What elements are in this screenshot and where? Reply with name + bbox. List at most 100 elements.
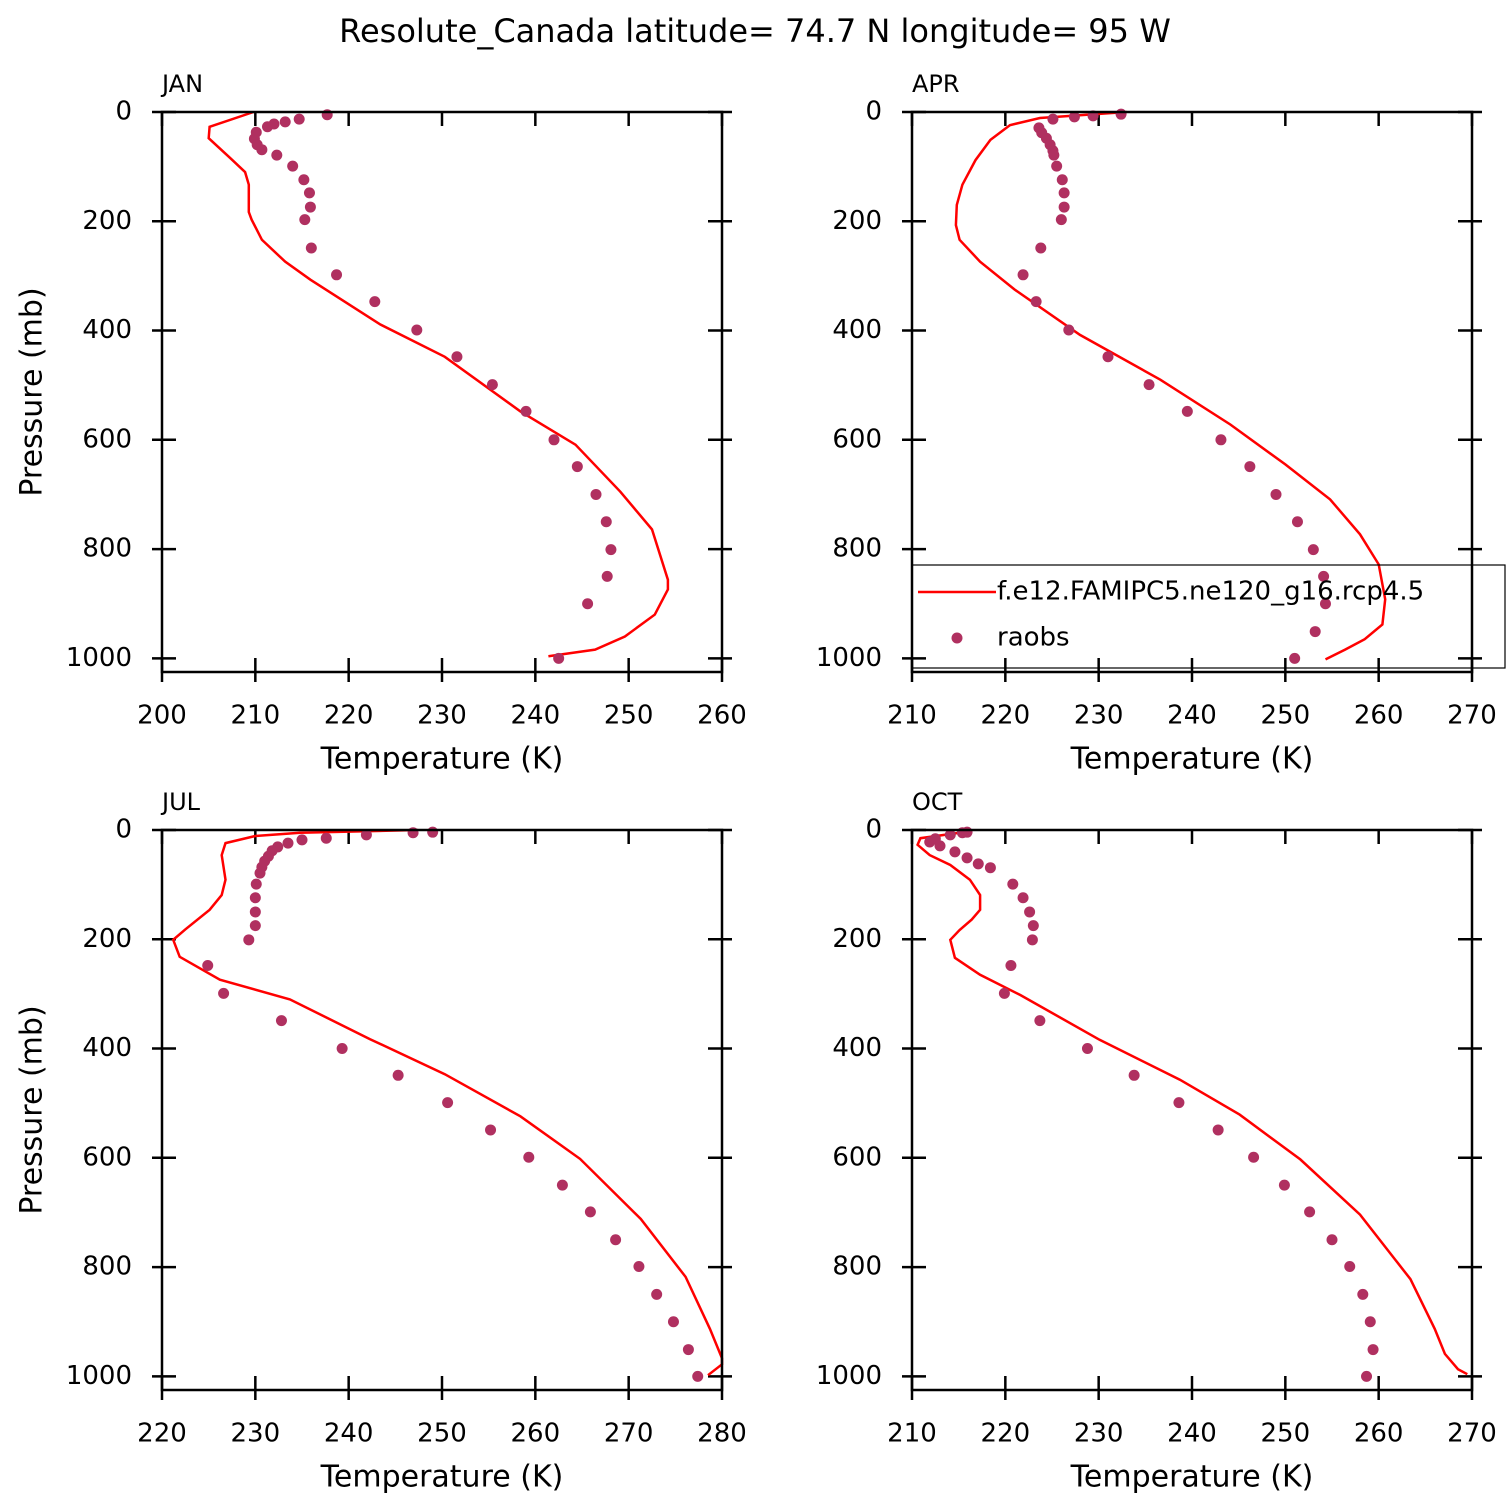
panel-title: JUL	[160, 788, 201, 816]
legend-label: f.e12.FAMIPC5.ne120_g16.rcp4.5	[997, 577, 1424, 607]
obs-point	[1034, 1015, 1046, 1027]
obs-point	[582, 598, 594, 610]
obs-point	[298, 174, 310, 186]
obs-point	[1017, 892, 1029, 904]
x-tick-label: 200	[137, 701, 187, 731]
panel-title: APR	[912, 70, 960, 98]
panel-title: OCT	[912, 788, 963, 816]
obs-point	[692, 1370, 704, 1382]
y-tick-label: 400	[832, 315, 882, 345]
x-tick-label: 260	[1354, 1419, 1404, 1449]
obs-point	[571, 461, 583, 473]
obs-point	[451, 351, 463, 363]
plot-frame	[160, 828, 724, 1392]
obs-point	[1143, 379, 1155, 391]
y-tick-label: 1000	[66, 1361, 132, 1391]
obs-point	[1270, 488, 1282, 500]
y-tick-label: 1000	[816, 643, 882, 673]
y-tick-label: 1000	[66, 643, 132, 673]
x-tick-label: 270	[1447, 701, 1497, 731]
y-tick-label: 800	[82, 534, 132, 564]
obs-point	[1357, 1288, 1369, 1300]
obs-point	[1291, 516, 1303, 528]
obs-point	[320, 832, 332, 844]
obs-point	[1319, 598, 1331, 610]
obs-point	[1248, 1151, 1260, 1163]
legend-label: raobs	[997, 623, 1070, 653]
plot-frame	[910, 828, 1474, 1392]
y-tick-label: 0	[865, 97, 882, 127]
y-tick-label: 600	[82, 424, 132, 454]
obs-point	[254, 867, 266, 879]
obs-point	[1051, 160, 1063, 172]
obs-point	[331, 269, 343, 281]
y-tick-label: 200	[832, 924, 882, 954]
x-tick-label: 240	[1167, 1419, 1217, 1449]
x-tick-label: 230	[231, 1419, 281, 1449]
obs-point	[485, 1124, 497, 1136]
obs-point	[944, 829, 956, 841]
x-tick-label: 210	[887, 701, 937, 731]
x-axis-label: Temperature (K)	[1070, 742, 1314, 777]
obs-point	[984, 862, 996, 874]
x-tick-label: 220	[981, 1419, 1031, 1449]
obs-point	[293, 113, 305, 125]
x-axis-label: Temperature (K)	[320, 1460, 564, 1495]
model-line	[916, 831, 1468, 1376]
panel: JAN 200 210 220 230 240 250 260 0 200 400 600 800 100…	[15, 70, 747, 777]
y-tick-label: 1000	[816, 1361, 882, 1391]
obs-point	[520, 405, 532, 417]
obs-point	[1048, 149, 1060, 161]
y-tick-label: 600	[82, 1142, 132, 1172]
obs-point	[1047, 113, 1059, 125]
x-tick-label: 220	[981, 701, 1031, 731]
x-axis-label: Temperature (K)	[1070, 1460, 1314, 1495]
obs-point	[1024, 906, 1036, 918]
obs-point	[1026, 934, 1038, 946]
x-tick-label: 230	[1074, 1419, 1124, 1449]
obs-point	[1058, 201, 1070, 213]
x-axis-label: Temperature (K)	[320, 742, 564, 777]
obs-point	[279, 116, 291, 128]
x-tick-label: 220	[137, 1419, 187, 1449]
obs-point	[584, 1206, 596, 1218]
y-tick-label: 400	[82, 315, 132, 345]
x-tick-label: 240	[1167, 701, 1217, 731]
x-tick-label: 260	[511, 1419, 561, 1449]
obs-point	[1007, 878, 1019, 890]
figure-title: Resolute_Canada latitude= 74.7 N longitu…	[339, 12, 1171, 50]
obs-point	[271, 149, 283, 161]
obs-point	[682, 1344, 694, 1356]
obs-point	[924, 836, 936, 848]
obs-point	[442, 1097, 454, 1109]
obs-point	[1017, 269, 1029, 281]
obs-point	[1344, 1261, 1356, 1273]
obs-point	[243, 934, 255, 946]
obs-point	[1244, 461, 1256, 473]
x-tick-label: 240	[511, 701, 561, 731]
panel: JUL 220 230 240 250 260 270 280 0 200 400 600 800 100…	[15, 788, 747, 1495]
obs-point	[1304, 1206, 1316, 1218]
obs-point	[1102, 351, 1114, 363]
obs-point	[249, 892, 261, 904]
x-tick-label: 270	[1447, 1419, 1497, 1449]
obs-point	[556, 1179, 568, 1191]
obs-point	[1005, 959, 1017, 971]
obs-point	[249, 920, 261, 932]
obs-point	[287, 160, 299, 172]
obs-point	[1063, 324, 1075, 336]
obs-point	[1309, 626, 1321, 638]
obs-point	[633, 1261, 645, 1273]
obs-point	[1056, 174, 1068, 186]
model-line	[171, 828, 724, 1377]
obs-point	[1278, 1179, 1290, 1191]
y-axis-label: Pressure (mb)	[15, 1005, 50, 1214]
obs-point	[202, 959, 214, 971]
y-tick-label: 800	[832, 534, 882, 564]
obs-point	[304, 201, 316, 213]
obs-point	[303, 187, 315, 199]
obs-point	[336, 1043, 348, 1055]
obs-point	[256, 144, 268, 156]
